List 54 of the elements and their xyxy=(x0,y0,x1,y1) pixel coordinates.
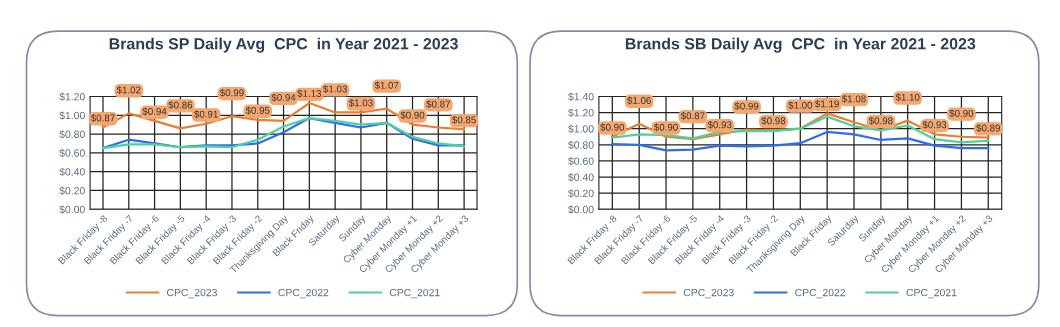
chart-title: Brands SP Daily Avg CPC in Year 2021 - 2023 xyxy=(109,37,458,53)
data-label: $1.10 xyxy=(895,93,920,102)
y-tick-label: $1.20 xyxy=(59,92,85,101)
legend-label: CPC_2021 xyxy=(389,288,440,299)
data-label: $0.99 xyxy=(734,102,759,111)
y-tick-label: $0.80 xyxy=(59,130,85,139)
legend-label: CPC_2021 xyxy=(906,288,957,299)
y-tick-label: $0.40 xyxy=(59,167,85,177)
data-label: $0.86 xyxy=(168,101,193,110)
y-tick-label: $0.00 xyxy=(568,205,594,214)
y-tick-label: $0.00 xyxy=(59,205,85,214)
data-label: $0.90 xyxy=(653,123,678,132)
y-tick-label: $1.40 xyxy=(568,92,594,101)
data-label: $0.90 xyxy=(949,109,974,118)
y-tick-label: $0.20 xyxy=(59,186,85,195)
y-tick-label: $1.00 xyxy=(59,111,85,120)
data-label: $0.95 xyxy=(245,106,270,115)
data-label: $1.00 xyxy=(788,101,813,110)
data-label: $0.98 xyxy=(761,116,786,125)
data-label: $1.13 xyxy=(297,89,322,98)
data-label: $1.19 xyxy=(815,100,839,108)
legend-label: CPC_2022 xyxy=(278,288,329,299)
data-label: $1.06 xyxy=(627,96,651,105)
data-label: $0.99 xyxy=(219,88,244,97)
data-label: $0.85 xyxy=(452,115,476,124)
legend-label: CPC_2023 xyxy=(683,288,734,299)
data-label: $0.93 xyxy=(707,120,732,129)
line-series xyxy=(611,130,990,152)
y-tick-label: $1.20 xyxy=(568,108,594,118)
y-tick-label: $0.20 xyxy=(568,189,594,198)
data-label: $0.87 xyxy=(426,100,450,109)
y-tick-label: $0.40 xyxy=(568,173,594,182)
data-label: $1.08 xyxy=(841,94,866,103)
data-label: $0.90 xyxy=(600,123,625,132)
chart-title: Brands SB Daily Avg CPC in Year 2021 - 2023 xyxy=(625,37,976,53)
data-label: $0.98 xyxy=(868,116,893,125)
data-label: $0.90 xyxy=(400,111,425,120)
data-label: $0.89 xyxy=(976,124,1000,133)
data-label: $0.94 xyxy=(142,107,167,116)
data-label: $1.03 xyxy=(348,99,373,107)
data-label: $0.87 xyxy=(680,111,705,120)
data-label: $1.03 xyxy=(323,85,347,94)
y-tick-label: $0.60 xyxy=(568,156,594,166)
data-label: $0.93 xyxy=(922,120,947,129)
y-tick-label: $0.80 xyxy=(568,140,594,150)
data-label: $0.94 xyxy=(271,93,296,102)
data-label: $0.87 xyxy=(90,114,115,122)
legend-label: CPC_2022 xyxy=(795,288,846,299)
y-tick-label: $1.00 xyxy=(568,124,594,134)
data-label: $1.02 xyxy=(116,86,141,94)
data-label: $0.91 xyxy=(194,110,218,119)
data-label: $1.07 xyxy=(374,81,399,90)
legend-label: CPC_2023 xyxy=(167,288,217,299)
y-tick-label: $0.60 xyxy=(59,148,85,158)
